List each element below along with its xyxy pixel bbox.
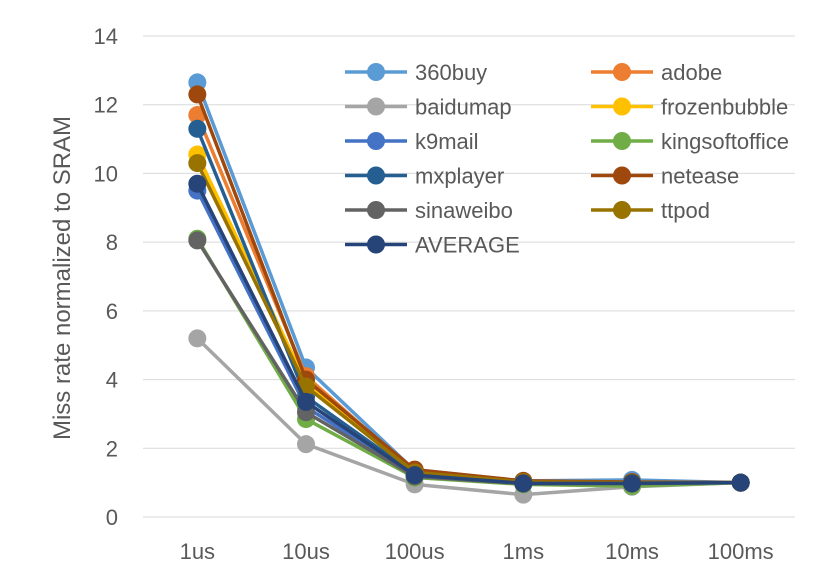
series-line: [195, 182, 741, 486]
legend-item: mxplayer: [345, 164, 504, 189]
x-tick-label: 1us: [180, 539, 215, 564]
data-point: [297, 392, 315, 411]
series-line: [196, 337, 741, 497]
y-tick-label: 8: [106, 230, 118, 255]
series-line: [195, 239, 741, 486]
legend-label: mxplayer: [415, 164, 504, 189]
legend-label: k9mail: [415, 129, 479, 154]
legend-item: adobe: [591, 60, 722, 85]
y-tick-label: 2: [106, 436, 118, 461]
legend-item: sinaweibo: [345, 198, 513, 223]
y-tick-label: 6: [106, 299, 118, 324]
y-tick-label: 4: [106, 368, 118, 393]
legend-item: kingsoftoffice: [591, 129, 789, 154]
legend-marker: [613, 63, 631, 81]
legend-marker: [613, 132, 631, 150]
y-axis-tick-labels: 0 2 4 6 8 10 12 14: [94, 24, 118, 530]
legend-item: frozenbubble: [591, 95, 788, 120]
x-tick-label: 100ms: [708, 539, 774, 564]
data-point: [731, 473, 750, 492]
data-point: [188, 154, 207, 173]
series-average: [188, 174, 750, 493]
legend-marker: [367, 63, 385, 81]
legend-item: k9mail: [345, 129, 479, 154]
legend-item: baidumap: [345, 95, 512, 120]
legend-marker: [367, 235, 385, 254]
legend-label: 360buy: [415, 60, 487, 85]
legend-label: AVERAGE: [415, 233, 520, 258]
legend-label: baidumap: [415, 95, 512, 120]
legend-marker: [613, 166, 631, 185]
y-tick-label: 10: [94, 161, 118, 186]
x-tick-label: 10us: [282, 539, 330, 564]
series-sinaweibo: [188, 231, 750, 493]
legend-label: frozenbubble: [661, 95, 788, 120]
legend: 360buy adobe baidumap frozenbubble k9mail kin…: [345, 60, 789, 258]
y-axis-title: Miss rate normalized to SRAM: [49, 116, 76, 440]
data-point: [297, 435, 315, 454]
data-point: [188, 85, 207, 104]
legend-label: adobe: [661, 60, 722, 85]
data-point: [405, 466, 424, 485]
legend-item: netease: [591, 164, 739, 189]
x-tick-label: 1ms: [503, 539, 545, 564]
data-series: [188, 73, 750, 504]
legend-marker: [367, 201, 385, 219]
y-tick-label: 0: [106, 505, 118, 530]
x-tick-label: 100us: [385, 539, 445, 564]
legend-label: sinaweibo: [415, 198, 513, 223]
y-tick-label: 14: [94, 24, 118, 49]
series-line: [195, 237, 741, 488]
legend-item: ttpod: [591, 198, 710, 223]
legend-marker: [367, 132, 385, 150]
legend-label: netease: [661, 164, 739, 189]
y-tick-label: 12: [94, 93, 118, 118]
x-tick-label: 10ms: [605, 539, 659, 564]
data-point: [514, 474, 533, 493]
legend-marker: [367, 166, 385, 185]
legend-marker: [367, 97, 385, 116]
legend-item: AVERAGE: [345, 233, 520, 258]
x-axis-tick-labels: 1us 10us 100us 1ms 10ms 100ms: [180, 539, 774, 564]
legend-label: kingsoftoffice: [661, 129, 789, 154]
legend-label: ttpod: [661, 198, 710, 223]
legend-item: 360buy: [345, 60, 487, 85]
data-point: [188, 174, 207, 193]
legend-marker: [613, 97, 631, 116]
data-point: [188, 329, 207, 348]
data-point: [188, 119, 207, 138]
data-point: [188, 231, 207, 250]
data-point: [623, 474, 641, 493]
legend-marker: [613, 201, 631, 219]
